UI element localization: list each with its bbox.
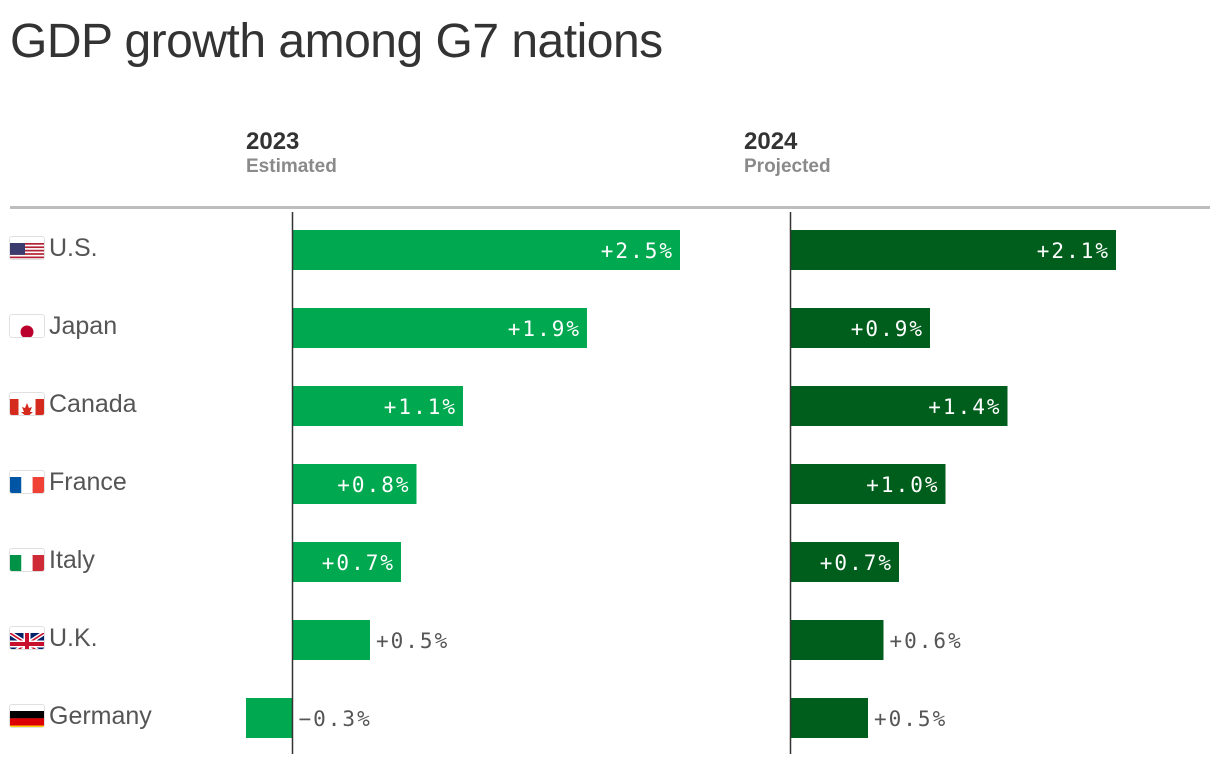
france-flag-icon <box>10 471 44 493</box>
column-header-2024-year: 2024 <box>744 128 798 155</box>
country-row-france: France <box>10 462 127 502</box>
value-label-2023-uk: +0.5% <box>376 629 449 653</box>
value-label-2023-italy: +0.7% <box>322 551 395 575</box>
country-label-canada: Canada <box>49 390 137 418</box>
value-label-2024-france: +1.0% <box>866 473 939 497</box>
column-header-2023-subtitle: Estimated <box>246 156 337 177</box>
bar-2023-italy <box>292 542 401 582</box>
bar-2024-canada <box>790 386 1008 426</box>
header-divider <box>10 206 1210 209</box>
bar-2023-canada <box>292 386 463 426</box>
country-label-uk: U.K. <box>49 624 98 652</box>
value-label-2023-france: +0.8% <box>337 473 410 497</box>
country-row-germany: Germany <box>10 696 152 736</box>
country-label-germany: Germany <box>49 702 152 730</box>
bar-2024-japan <box>790 308 930 348</box>
column-header-2023: 2023 Estimated <box>246 128 337 178</box>
value-label-2023-japan: +1.9% <box>508 317 581 341</box>
country-row-uk: U.K. <box>10 618 98 658</box>
value-label-2024-canada: +1.4% <box>928 395 1001 419</box>
bar-2024-france <box>790 464 946 504</box>
bar-2023-japan <box>292 308 587 348</box>
country-label-us: U.S. <box>49 234 98 262</box>
bar-2024-uk <box>790 620 884 660</box>
uk-flag-icon <box>10 627 44 649</box>
germany-flag-icon <box>10 705 44 727</box>
bar-2023-us <box>292 230 680 270</box>
column-header-2024-subtitle: Projected <box>744 156 831 177</box>
country-label-italy: Italy <box>49 546 95 574</box>
value-label-2024-japan: +0.9% <box>851 317 924 341</box>
country-row-japan: Japan <box>10 306 117 346</box>
bar-2023-germany <box>246 698 293 738</box>
column-header-2023-year: 2023 <box>246 128 300 155</box>
value-label-2023-germany: −0.3% <box>299 707 372 731</box>
value-label-2024-uk: +0.6% <box>890 629 963 653</box>
value-label-2024-germany: +0.5% <box>874 707 947 731</box>
bar-2024-italy <box>790 542 899 582</box>
country-row-us: U.S. <box>10 228 98 268</box>
bar-2024-us <box>790 230 1116 270</box>
value-label-2024-us: +2.1% <box>1037 239 1110 263</box>
chart-title: GDP growth among G7 nations <box>10 15 663 68</box>
column-header-2024: 2024 Projected <box>744 128 831 178</box>
japan-flag-icon <box>10 315 44 337</box>
country-row-italy: Italy <box>10 540 95 580</box>
bar-2023-uk <box>292 620 370 660</box>
value-label-2024-italy: +0.7% <box>820 551 893 575</box>
value-label-2023-canada: +1.1% <box>384 395 457 419</box>
country-row-canada: Canada <box>10 384 137 424</box>
country-label-japan: Japan <box>49 312 118 340</box>
canada-flag-icon <box>10 393 44 415</box>
country-label-france: France <box>49 468 127 496</box>
italy-flag-icon <box>10 549 44 571</box>
us-flag-icon <box>10 237 44 259</box>
bar-2024-germany <box>790 698 868 738</box>
bar-2023-france <box>292 464 417 504</box>
value-label-2023-us: +2.5% <box>601 239 674 263</box>
